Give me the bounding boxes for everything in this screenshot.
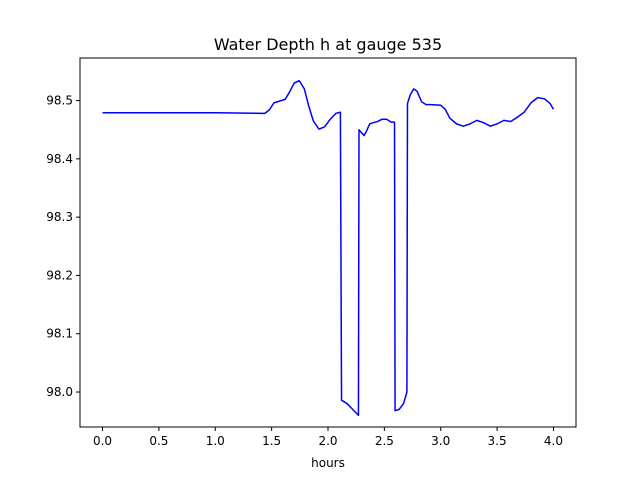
- x-tick-label: 1.5: [262, 434, 281, 448]
- chart-title: Water Depth h at gauge 535: [214, 35, 442, 54]
- x-axis-label: hours: [311, 456, 345, 470]
- y-tick-label: 98.2: [46, 268, 73, 282]
- x-tick-label: 4.0: [544, 434, 563, 448]
- plot-area: 0.0 0.5 1.0 1.5 2.0 2.5 3.0 3.5 4.0 98.0 98.1 98.2 9…: [46, 57, 577, 448]
- x-tick-label: 2.0: [318, 434, 337, 448]
- y-tick-label: 98.1: [46, 327, 73, 341]
- y-tick-label: 98.4: [46, 152, 73, 166]
- y-tick-label: 98.5: [46, 94, 73, 108]
- x-tick-label: 0.5: [149, 434, 168, 448]
- x-tick-label: 0.0: [93, 434, 112, 448]
- y-tick-label: 98.3: [46, 210, 73, 224]
- x-tick-label: 3.0: [431, 434, 450, 448]
- y-tick-label: 98.0: [46, 385, 73, 399]
- series-line-1: [102, 79, 555, 417]
- x-tick-label: 3.5: [488, 434, 507, 448]
- x-tick-label: 1.0: [206, 434, 225, 448]
- x-tick-label: 2.5: [375, 434, 394, 448]
